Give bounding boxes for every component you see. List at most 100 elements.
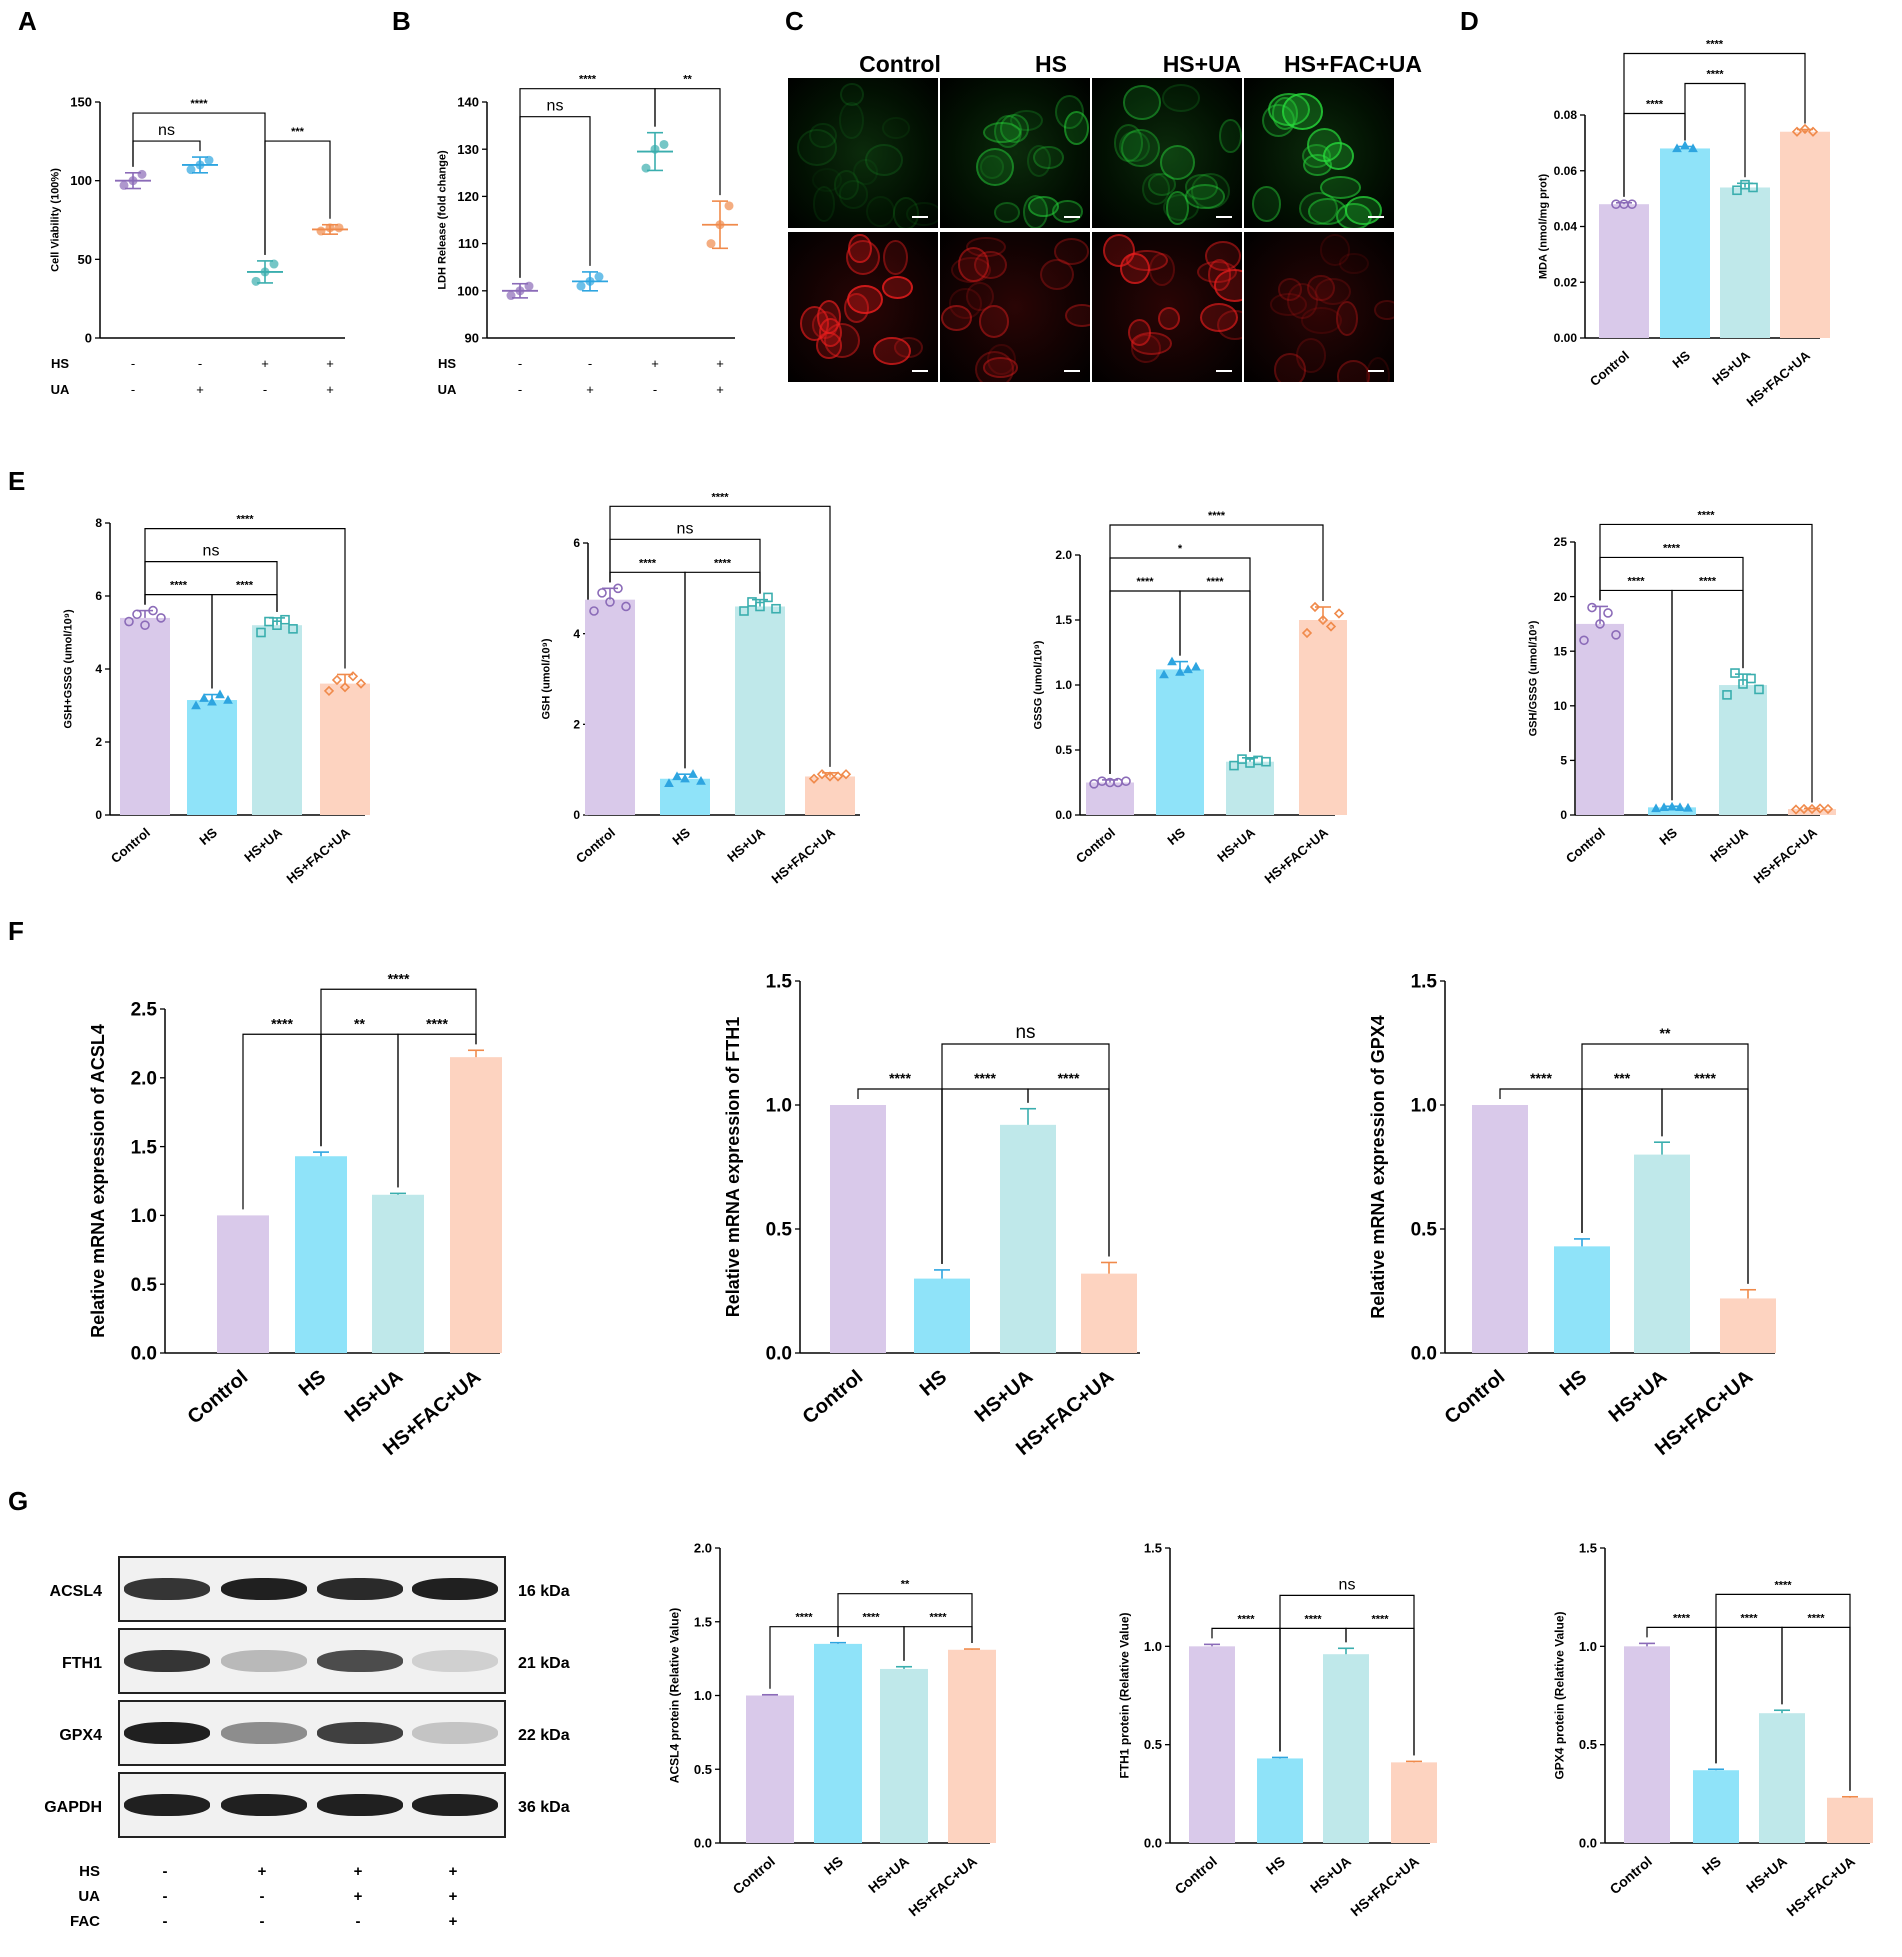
chart-d: 0.00 0.02 0.04 0.06 0.08 MDA (nmol/mg prot) Co… [1460, 6, 1830, 409]
cell-blob [840, 83, 864, 107]
significance-bracket [837, 1593, 973, 1644]
data-point [1790, 804, 1802, 815]
cell-blob [883, 239, 908, 275]
y-tick-label: 15 [1554, 644, 1568, 658]
bar [1720, 187, 1770, 338]
y-tick-label: 8 [95, 516, 102, 530]
cell-blob [838, 180, 869, 209]
treatment-sign: - [260, 1913, 265, 1930]
data-point [1579, 635, 1589, 646]
data-point [1317, 614, 1329, 626]
cell-blob [979, 305, 1010, 338]
panel-letter: B [392, 6, 411, 36]
x-tick-label: Control [1172, 1853, 1220, 1897]
data-point [1722, 690, 1732, 700]
bar [252, 625, 302, 815]
bar [1827, 1797, 1873, 1843]
data-point [808, 773, 820, 784]
scale-bar [1216, 216, 1232, 218]
x-tick-label: HS+FAC+UA [905, 1853, 980, 1919]
y-tick-label: 140 [457, 95, 479, 110]
data-point [1814, 803, 1826, 814]
panel-letter: D [1460, 6, 1479, 36]
bar [746, 1695, 794, 1843]
significance-bracket [1109, 524, 1324, 774]
data-point [1301, 627, 1313, 639]
data-point [280, 614, 290, 625]
treatment-sign: - [131, 356, 135, 371]
y-tick-label: 50 [78, 252, 92, 267]
data-point [524, 281, 534, 291]
micrograph-column-label: HS [1035, 51, 1067, 77]
cell-blob [1200, 302, 1239, 332]
significance-bracket [903, 1626, 973, 1661]
significance-bracket [264, 140, 331, 255]
data-point [323, 685, 335, 697]
significance-label: **** [1706, 68, 1724, 80]
significance-label: ns [203, 543, 220, 560]
cell-blob [816, 332, 842, 359]
significance-label: **** [1646, 98, 1664, 110]
data-point [316, 226, 326, 236]
data-point [688, 769, 698, 778]
data-point [334, 223, 344, 233]
bar [1634, 1154, 1690, 1353]
data-point [1791, 126, 1803, 137]
treatment-sign: - [163, 1913, 168, 1930]
cell-blob [1102, 233, 1136, 267]
data-point [824, 771, 836, 782]
blot-band [412, 1650, 498, 1672]
data-point [506, 291, 516, 301]
y-tick-label: 0.5 [694, 1762, 712, 1777]
cell-blob [1158, 306, 1181, 330]
cell-blob [1373, 300, 1394, 321]
cell-blob [1207, 259, 1231, 291]
data-point [186, 165, 196, 175]
x-tick-label: HS+FAC+UA [1347, 1853, 1422, 1919]
blot-band [412, 1794, 498, 1816]
x-tick-label: HS+UA [1743, 1853, 1790, 1896]
data-point [641, 163, 651, 173]
cell-blob [844, 293, 870, 323]
y-tick-label: 110 [458, 236, 479, 251]
bar [1081, 1273, 1137, 1353]
significance-label: **** [1304, 1613, 1322, 1625]
x-tick-label: HS+FAC+UA [1783, 1853, 1858, 1919]
y-tick-label: 0 [85, 331, 92, 346]
data-point [1627, 199, 1637, 209]
data-point [195, 160, 205, 170]
y-axis-label: Relative mRNA expression of GPX4 [1368, 1015, 1388, 1318]
significance-bracket [609, 505, 831, 767]
data-point [1167, 656, 1177, 666]
data-point [680, 773, 690, 783]
significance-bracket [1345, 1627, 1415, 1756]
y-tick-label: 0.0 [694, 1836, 712, 1851]
significance-label: **** [1699, 575, 1717, 587]
treatment-sign: - [163, 1888, 168, 1905]
data-point [355, 678, 367, 689]
bar [1156, 669, 1204, 815]
data-point [251, 276, 261, 286]
y-tick-label: 2.0 [1055, 548, 1072, 562]
y-tick-label: 100 [457, 283, 479, 298]
x-tick-label: HS [295, 1366, 330, 1401]
cell-blob [873, 336, 912, 366]
y-tick-label: 0.5 [1579, 1737, 1597, 1752]
significance-bracket [1661, 1088, 1749, 1284]
y-tick-label: 20 [1554, 590, 1568, 604]
data-point [137, 169, 147, 179]
y-tick-label: 6 [573, 536, 580, 550]
micrograph-column-label: Control [859, 51, 941, 77]
cell-blob [839, 101, 864, 139]
cell-blob [965, 236, 1007, 258]
micrograph-green-0 [788, 78, 938, 228]
panel-letter: E [8, 466, 25, 496]
cell-blob [1319, 233, 1351, 266]
blot-band [317, 1578, 403, 1600]
data-point [1675, 802, 1685, 812]
data-point [140, 620, 150, 631]
significance-label: **** [1136, 576, 1154, 588]
cell-blob [1028, 195, 1060, 217]
y-tick-label: 0.5 [1055, 743, 1072, 757]
